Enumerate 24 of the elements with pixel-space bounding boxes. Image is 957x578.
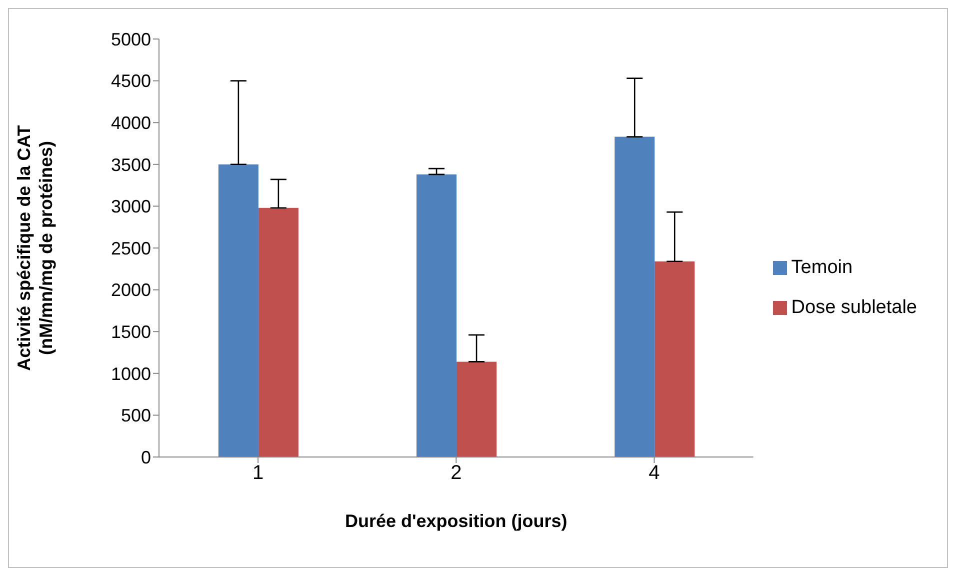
- y-tick-label: 2500: [110, 238, 151, 258]
- bar: [218, 164, 258, 457]
- y-tick-label: 3500: [110, 154, 151, 175]
- y-tick-label: 500: [120, 406, 151, 426]
- bar: [456, 362, 497, 457]
- y-tick-label: 1500: [110, 322, 151, 342]
- y-axis-title: Activité spécifique de la CAT (nM/mn/mg de protéines): [14, 125, 56, 371]
- bar: [614, 136, 655, 457]
- y-tick-label: 4000: [110, 112, 151, 133]
- bar: [258, 208, 298, 457]
- x-axis-title: Durée d'exposition (jours): [344, 511, 568, 531]
- y-tick-label: 5000: [110, 29, 151, 50]
- y-tick-label: 1000: [110, 364, 151, 384]
- legend-label: Dose subletale: [791, 297, 917, 318]
- bar: [654, 261, 695, 457]
- x-tick-label: 1: [252, 462, 264, 484]
- y-tick-label: 4500: [110, 71, 151, 92]
- legend-label: Temoin: [791, 257, 853, 278]
- y-tick-label: 3000: [110, 196, 151, 217]
- x-tick-label: 4: [648, 462, 660, 484]
- bar: [416, 174, 457, 457]
- y-tick-label: 2000: [110, 280, 151, 300]
- x-tick-label: 2: [450, 462, 462, 484]
- y-tick-label: 0: [140, 447, 151, 468]
